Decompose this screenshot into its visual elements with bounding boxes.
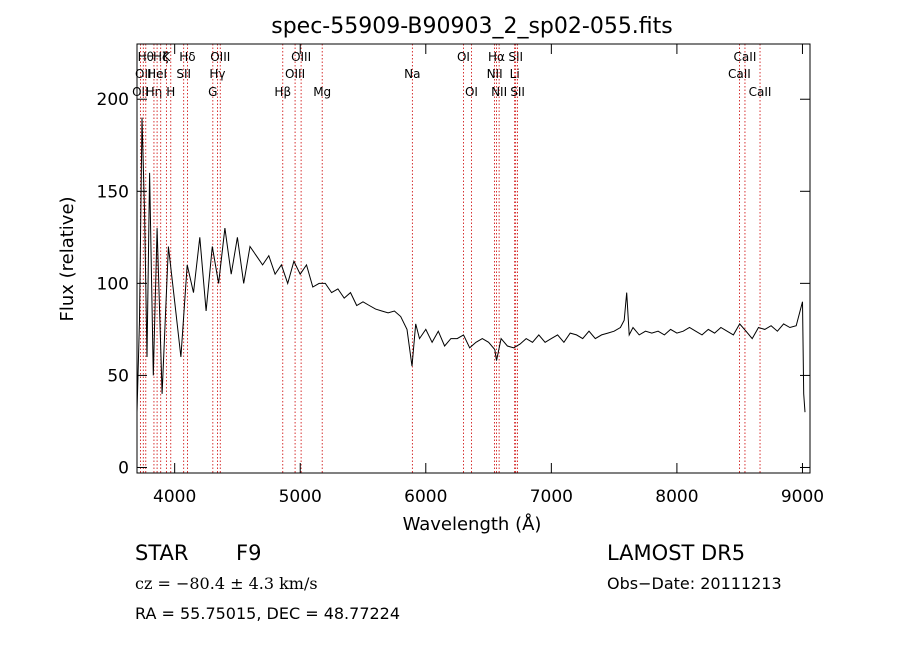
line-label-9: Hδ: [179, 50, 195, 64]
plot-frame: [136, 43, 811, 474]
spectral-line-markers: OIIOIIHθHηHeIHζKHSIIHδGHγOIIIHβOIIIOIIIM…: [132, 44, 771, 473]
line-label-26: CaII: [728, 67, 751, 81]
x-axis-label: Wavelength (Å): [403, 513, 542, 535]
line-label-27: CaII: [734, 50, 757, 64]
line-label-23: Li: [510, 67, 520, 81]
line-label-5: Hζ: [153, 50, 169, 64]
y-tick-label-2: 100: [97, 274, 129, 294]
redshift-text: cz = −80.4 ± 4.3 km/s: [135, 574, 318, 593]
line-label-12: OIII: [210, 50, 230, 64]
line-label-18: OI: [457, 50, 470, 64]
line-label-14: OIII: [285, 67, 305, 81]
x-tick-label-1: 5000: [279, 487, 322, 507]
subclass: F9: [236, 541, 262, 565]
chart-title: spec-55909-B90903_2_sp02-055.fits: [271, 14, 673, 39]
x-tick-label-2: 6000: [404, 487, 447, 507]
line-label-0: OII: [132, 85, 149, 99]
line-label-4: HeI: [147, 67, 167, 81]
line-label-19: OI: [465, 85, 478, 99]
x-tick-label-3: 7000: [530, 487, 573, 507]
x-tick-label-4: 8000: [655, 487, 698, 507]
line-label-20: NII: [487, 67, 503, 81]
y-tick-label-0: 0: [118, 458, 129, 478]
object-class: STAR: [135, 541, 189, 565]
line-label-25: SII: [510, 85, 525, 99]
line-label-3: Hη: [146, 85, 163, 99]
line-label-15: OIII: [291, 50, 311, 64]
spectrum-series: [136, 117, 806, 413]
spectrum-chart: spec-55909-B90903_2_sp02-055.fits OII OII…: [57, 14, 824, 535]
coordinates: RA = 55.75015, DEC = 48.77224: [135, 604, 401, 623]
line-label-17: Na: [404, 67, 420, 81]
line-label-1: OII: [135, 67, 152, 81]
y-tick-label-1: 50: [107, 366, 129, 386]
line-label-7: H: [166, 85, 175, 99]
line-label-8: SII: [176, 67, 191, 81]
line-label-16: Mg: [313, 85, 331, 99]
line-label-22: NII: [491, 85, 507, 99]
y-tick-label-3: 150: [97, 182, 129, 202]
x-tick-label-0: 4000: [153, 487, 196, 507]
y-axis-label: Flux (relative): [57, 196, 78, 321]
obs-date: Obs−Date: 20111213: [607, 574, 782, 593]
line-label-2: Hθ: [138, 50, 154, 64]
x-tick-label-5: 9000: [781, 487, 824, 507]
line-label-13: Hβ: [274, 85, 291, 99]
line-label-10: G: [208, 85, 217, 99]
y-tick-label-4: 200: [97, 90, 129, 110]
line-label-24: SII: [508, 50, 523, 64]
line-label-11: Hγ: [209, 67, 225, 81]
axes: 4000 5000 6000 7000 8000 9000 0 50 100 150 200: [97, 44, 824, 507]
line-label-28: CaII: [749, 85, 772, 99]
survey-name: LAMOST DR5: [607, 541, 746, 565]
spectrum-line: [136, 117, 806, 413]
line-label-21: Hα: [488, 50, 505, 64]
line-label-6: K: [162, 50, 171, 64]
